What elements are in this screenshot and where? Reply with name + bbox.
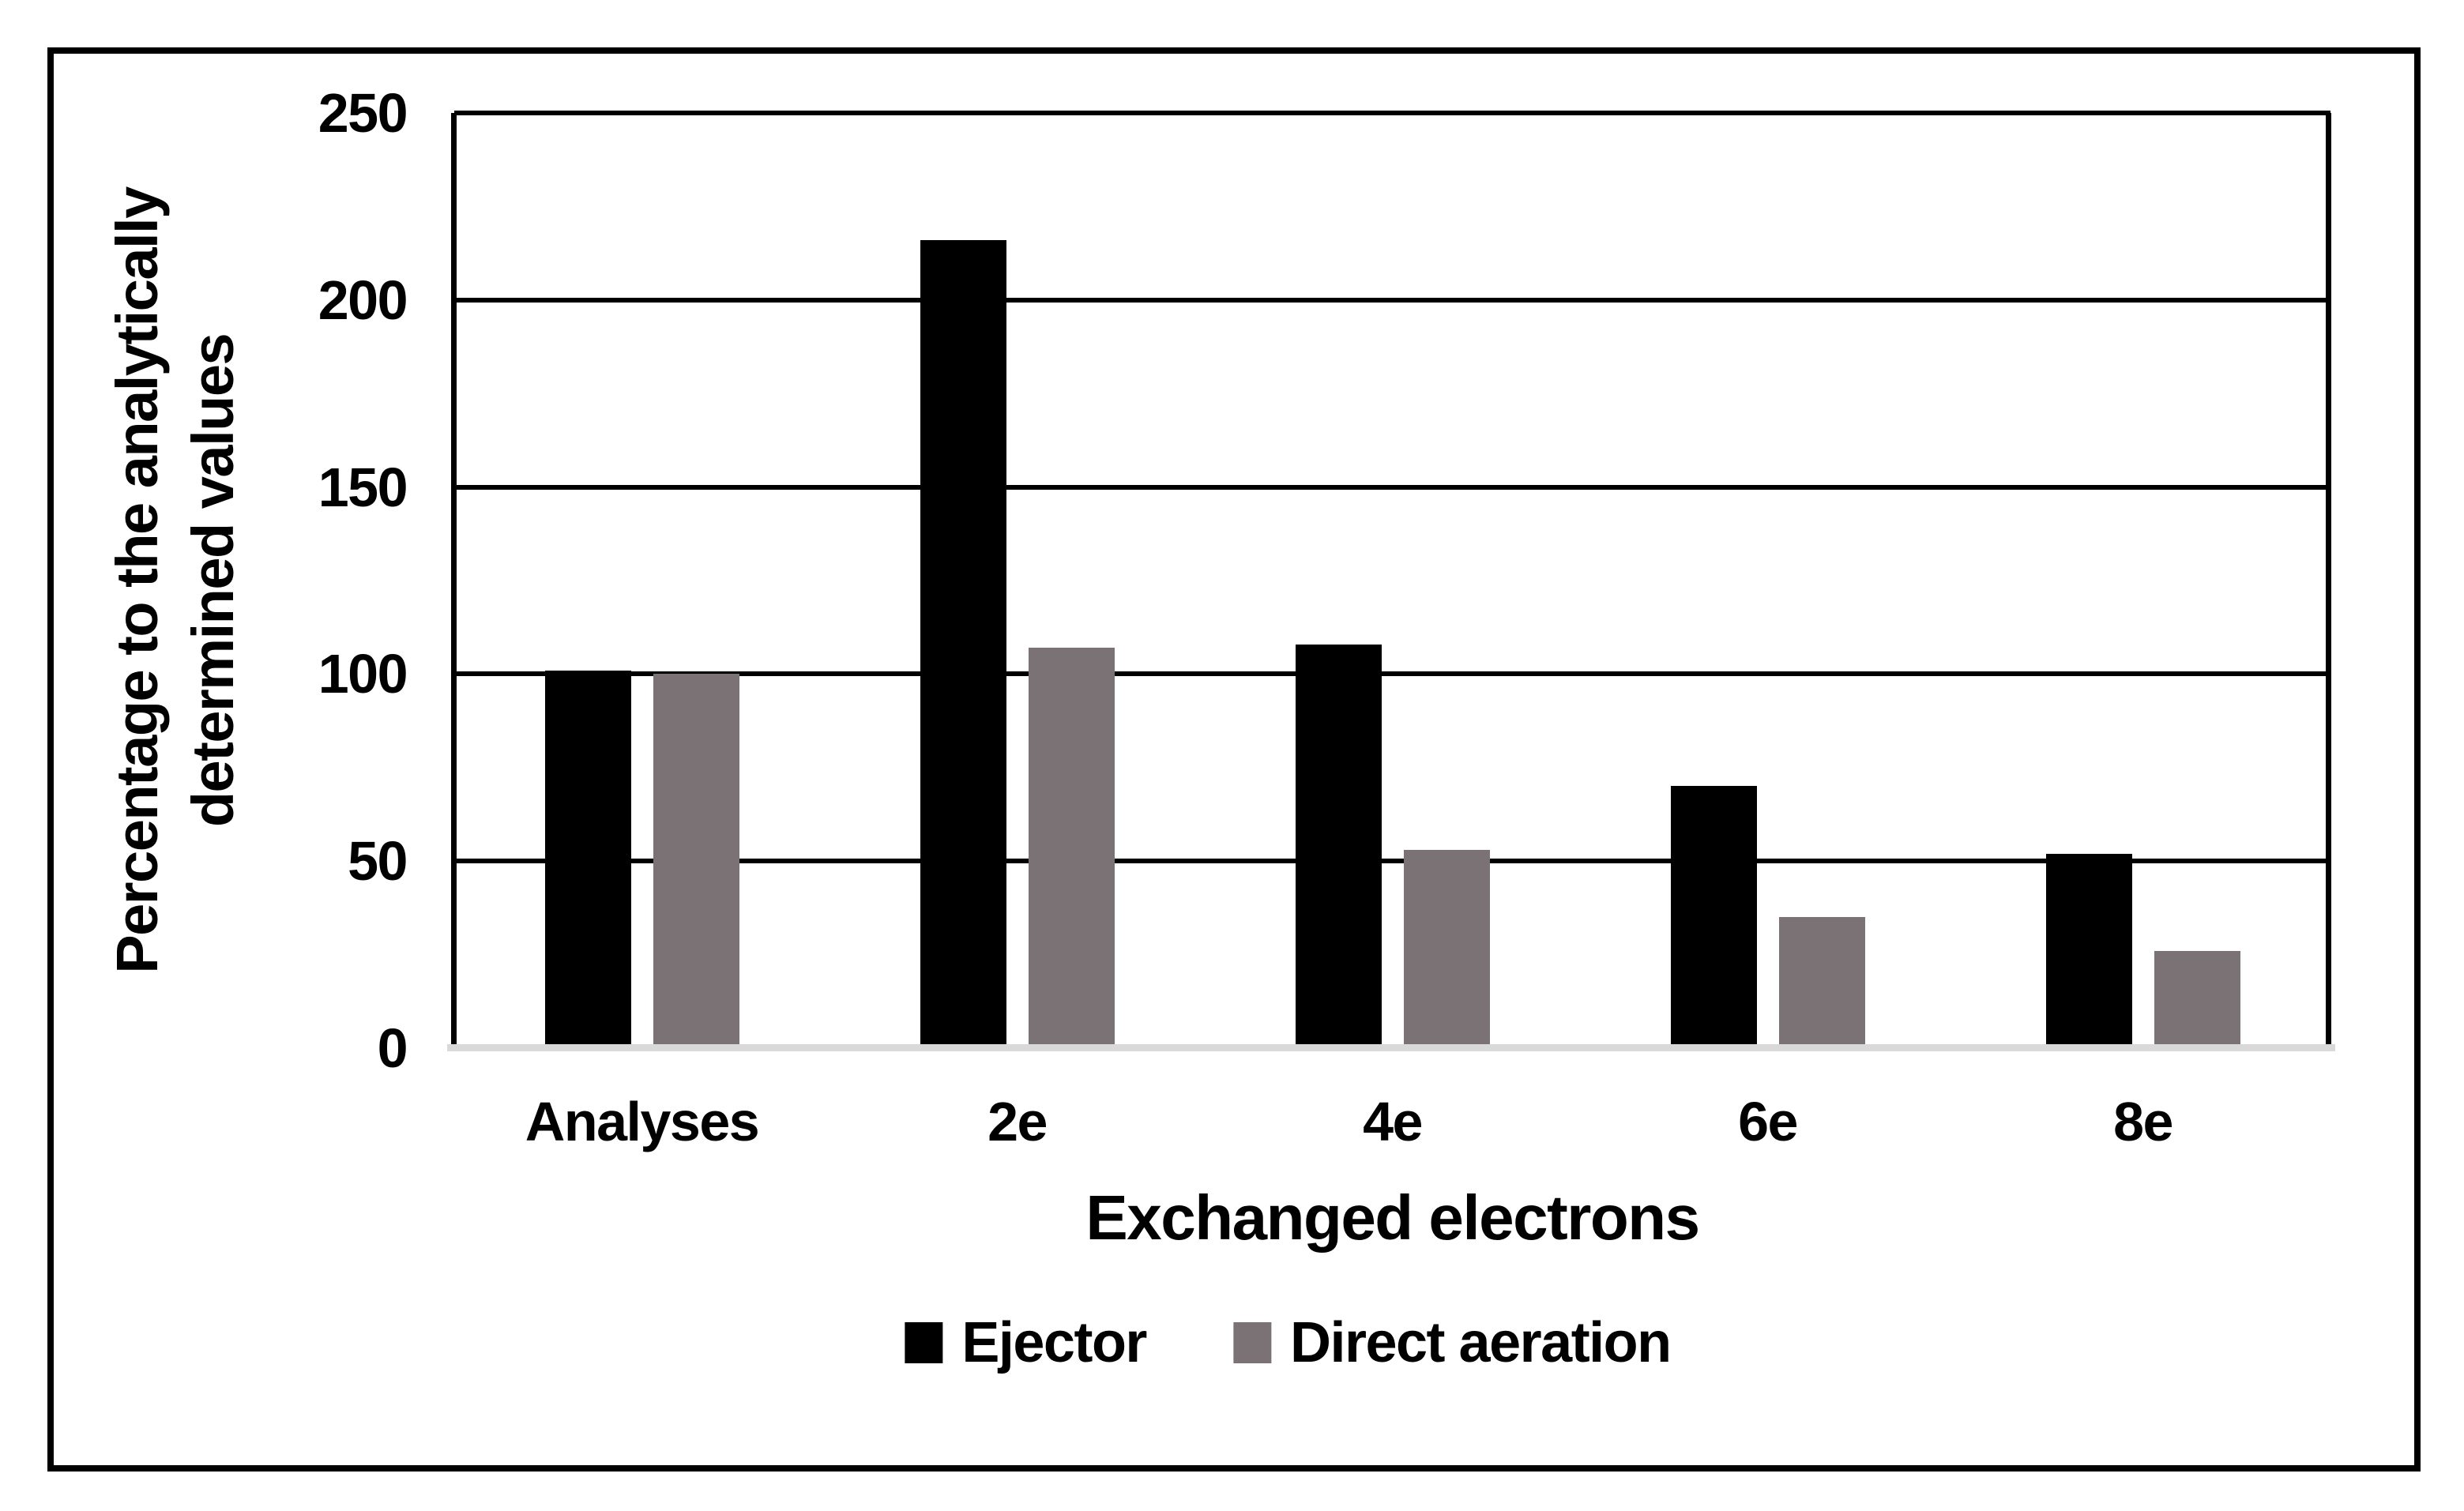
x-category-label-analyses: Analyses xyxy=(525,1091,760,1152)
x-category-label-4e: 4e xyxy=(1363,1091,1423,1152)
bar-group-8e xyxy=(2045,853,2240,1048)
bar-series-area xyxy=(454,113,2330,1048)
y-gridline-150 xyxy=(454,484,2330,490)
bar-direct-aeration-4e xyxy=(1403,850,1490,1048)
bar-group-4e xyxy=(1295,644,1490,1048)
figure-border xyxy=(47,47,2421,1472)
legend-label-direct-aeration: Direct aeration xyxy=(1289,1311,1672,1374)
y-tick-label-200: 200 xyxy=(318,269,408,331)
bar-direct-aeration-analyses xyxy=(653,674,739,1048)
bar-group-6e xyxy=(1670,786,1865,1048)
bar-ejector-2e xyxy=(920,240,1006,1048)
legend-swatch-direct-aeration xyxy=(1232,1322,1271,1363)
bar-ejector-4e xyxy=(1295,644,1382,1048)
bar-ejector-6e xyxy=(1670,786,1757,1048)
legend-label-ejector: Ejector xyxy=(961,1311,1147,1374)
legend: Ejector Direct aeration xyxy=(905,1305,1672,1381)
y-tick-label-50: 50 xyxy=(348,830,408,893)
y-axis-title-line-2: determined values xyxy=(180,333,246,828)
y-axis-line xyxy=(451,113,457,1051)
x-axis-baseline xyxy=(447,1044,2335,1051)
bar-group-2e xyxy=(920,240,1115,1048)
legend-item-direct-aeration: Direct aeration xyxy=(1232,1305,1672,1381)
y-tick-label-100: 100 xyxy=(318,643,408,705)
bar-direct-aeration-6e xyxy=(1778,917,1865,1048)
bar-direct-aeration-2e xyxy=(1028,648,1115,1048)
plot-area xyxy=(454,111,2330,1048)
y-axis-title-line-1: Percentage to the analytically xyxy=(104,187,170,974)
bar-direct-aeration-8e xyxy=(2154,950,2240,1048)
x-category-label-6e: 6e xyxy=(1738,1091,1798,1152)
y-gridline-100 xyxy=(454,671,2330,677)
bar-ejector-8e xyxy=(2045,853,2132,1048)
legend-item-ejector: Ejector xyxy=(905,1305,1147,1381)
bar-group-analyses xyxy=(544,670,739,1048)
x-category-label-2e: 2e xyxy=(987,1091,1048,1152)
y-tick-label-250: 250 xyxy=(318,82,408,144)
y-axis-title: Percentage to the analytically determine… xyxy=(100,28,251,1133)
y-gridline-250 xyxy=(454,111,2330,115)
bar-ejector-analyses xyxy=(544,670,631,1048)
plot-right-border xyxy=(2326,113,2331,1051)
y-tick-label-150: 150 xyxy=(318,456,408,518)
y-gridline-50 xyxy=(454,859,2330,864)
y-tick-label-0: 0 xyxy=(377,1017,408,1079)
legend-swatch-ejector xyxy=(905,1322,943,1363)
x-category-label-8e: 8e xyxy=(2113,1091,2173,1152)
y-gridline-200 xyxy=(454,297,2330,303)
x-axis-title: Exchanged electrons xyxy=(1085,1182,1700,1253)
